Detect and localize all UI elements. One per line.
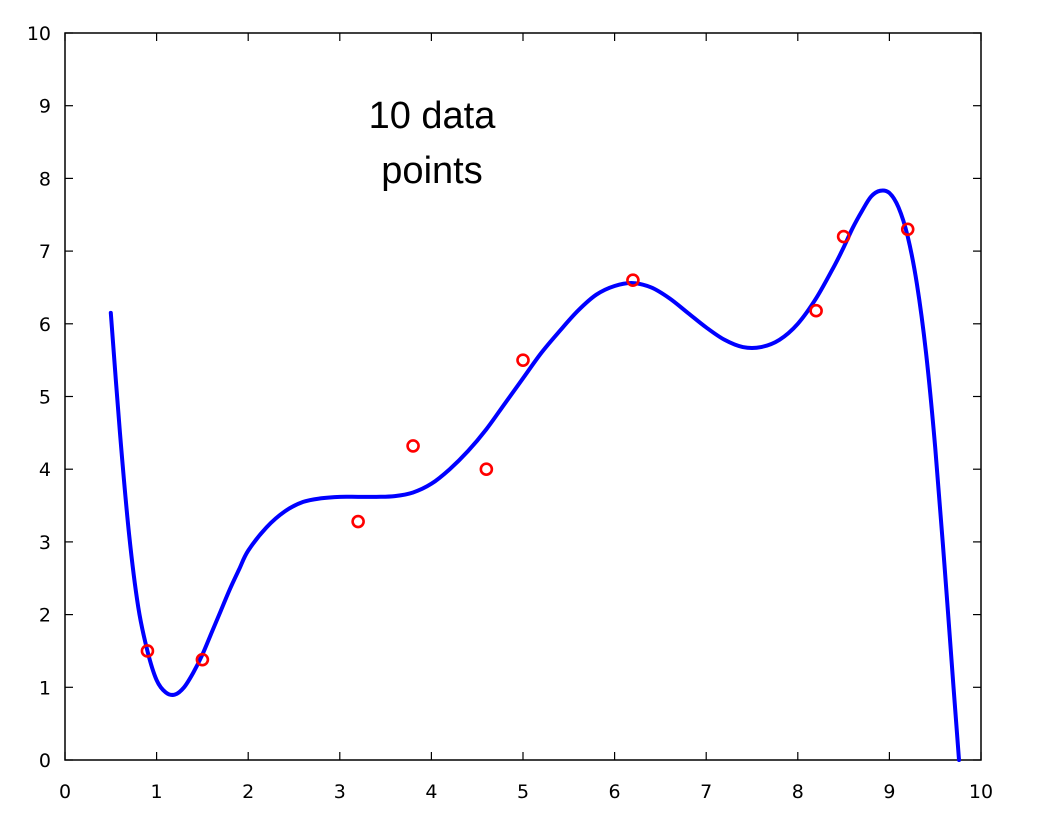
data-point	[479, 462, 494, 477]
annotation-line-1: 10 data	[369, 95, 497, 137]
x-tick-label: 4	[425, 781, 437, 803]
data-point	[140, 644, 155, 658]
y-tick-label: 8	[39, 168, 51, 190]
x-tick-label: 0	[59, 781, 71, 803]
x-tick-label: 3	[334, 781, 346, 803]
y-tick-label: 7	[39, 241, 51, 263]
y-tick-label: 10	[27, 23, 51, 45]
x-tick-label: 10	[969, 781, 993, 803]
data-point	[195, 652, 210, 667]
y-tick-label: 4	[39, 459, 51, 481]
data-point	[351, 514, 365, 529]
data-point	[900, 222, 915, 237]
x-tick-label: 7	[700, 781, 712, 803]
y-tick-label: 6	[39, 314, 51, 336]
y-tick-label: 1	[39, 677, 51, 699]
fit-curve	[108, 188, 962, 762]
y-axis: 0 1 2 3 4 5 6 7 8 9 10	[27, 23, 981, 772]
y-tick-label: 9	[39, 96, 51, 118]
data-point	[626, 273, 640, 287]
data-point	[516, 353, 530, 367]
plot-area	[64, 32, 982, 761]
x-tick-label: 9	[883, 781, 895, 803]
data-points	[140, 222, 915, 667]
data-point	[809, 303, 823, 318]
x-tick-label: 2	[242, 781, 254, 803]
y-tick-label: 0	[39, 750, 51, 772]
x-tick-label: 1	[151, 781, 163, 803]
x-tick-label: 5	[517, 781, 529, 803]
y-tick-label: 2	[39, 605, 51, 627]
data-point	[406, 439, 420, 453]
x-tick-label: 8	[792, 781, 804, 803]
x-tick-label: 6	[609, 781, 621, 803]
annotation-line-2: points	[381, 150, 482, 192]
x-axis: 0 1 2 3 4 5 6 7 8 9 10	[59, 33, 993, 803]
y-tick-label: 3	[39, 532, 51, 554]
data-point	[836, 229, 851, 244]
y-tick-label: 5	[39, 387, 51, 409]
